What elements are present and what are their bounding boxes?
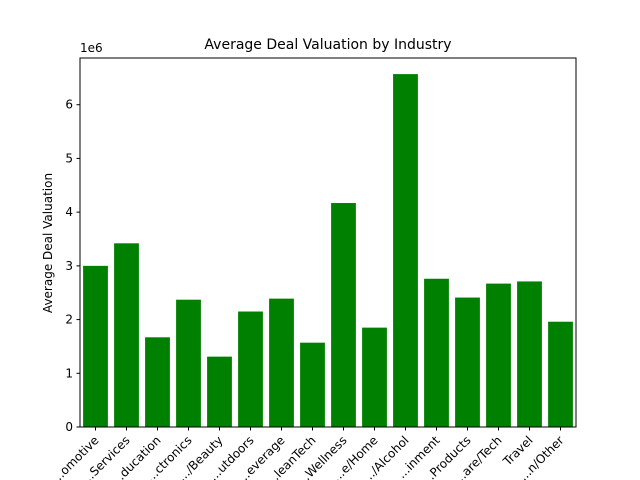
y-axis-label: Average Deal Valuation (41, 173, 55, 313)
y-tick-label: 1 (65, 366, 73, 380)
bar-6 (269, 298, 294, 427)
bar-13 (486, 283, 511, 427)
y-tick-label: 4 (65, 205, 73, 219)
bar-5 (238, 311, 263, 427)
bar-3 (176, 299, 201, 427)
y-tick-label: 0 (65, 420, 73, 434)
y-axis-ticks: 0 1 2 3 4 5 6 (65, 98, 80, 434)
bar-14 (517, 281, 542, 427)
bar-10 (393, 74, 418, 428)
chart-title: Average Deal Valuation by Industry (204, 37, 451, 53)
y-tick-label: 2 (65, 313, 73, 327)
plot-area-frame (79, 57, 577, 428)
y-axis-scale-label: 1e6 (80, 41, 103, 55)
bar-12 (455, 297, 480, 427)
x-axis-ticks: ...omotive...Services...ducation...ctron… (49, 427, 567, 480)
bar-4 (207, 356, 232, 427)
bars-group (83, 74, 573, 428)
bar-0 (83, 265, 108, 427)
bar-11 (424, 278, 449, 427)
bar-15 (548, 321, 573, 427)
bar-1 (114, 243, 139, 427)
y-tick-label: 3 (65, 259, 73, 273)
bar-9 (362, 327, 387, 427)
y-tick-label: 5 (65, 151, 73, 165)
bar-8 (331, 203, 356, 427)
y-tick-label: 6 (65, 98, 73, 112)
bar-2 (145, 337, 170, 427)
bar-7 (300, 342, 325, 427)
